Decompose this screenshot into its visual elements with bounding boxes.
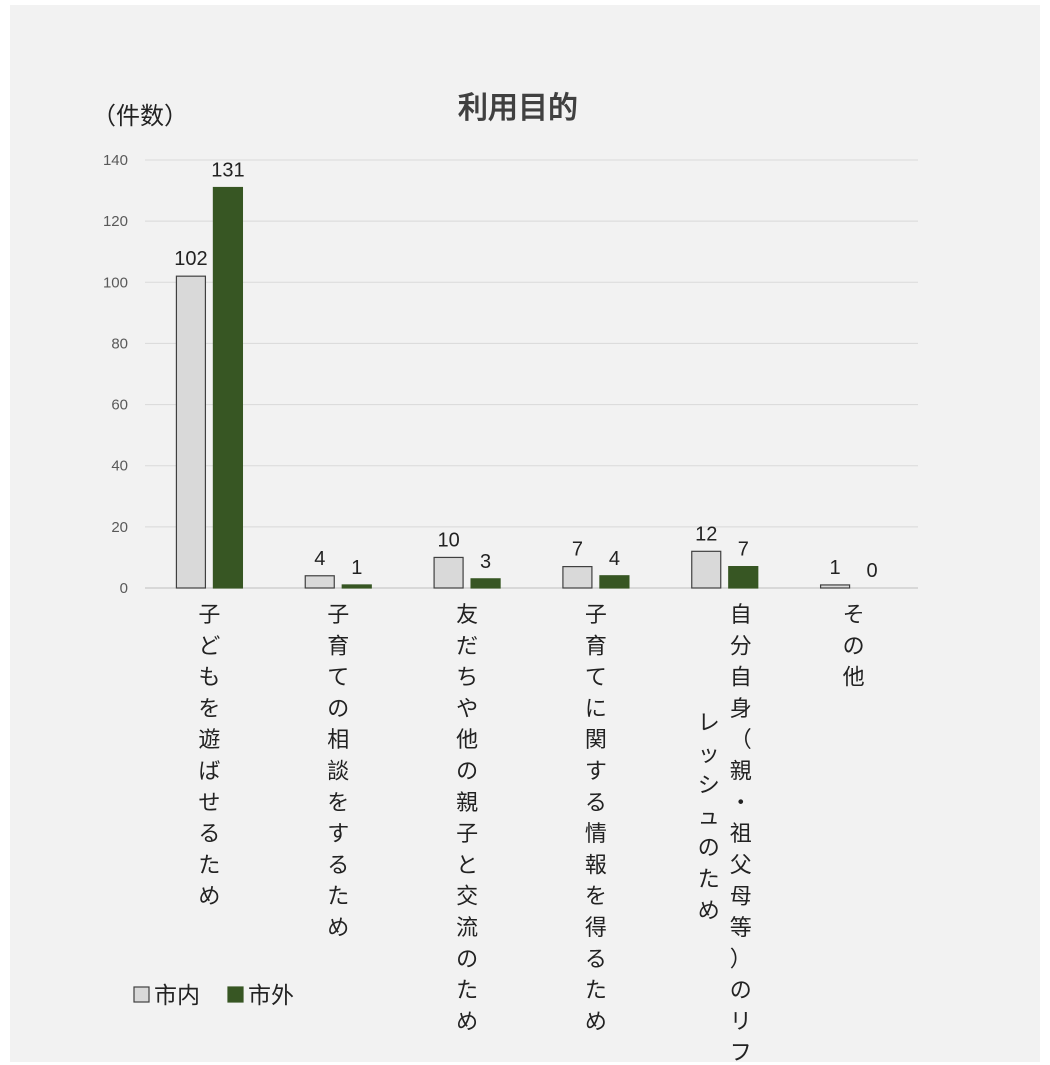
x-axis-category-label: 自分自身（親・祖父母等）のリフ: [730, 603, 752, 1065]
bar: [433, 556, 464, 589]
bar: [599, 575, 630, 589]
data-label: 1: [351, 557, 362, 579]
bar: [212, 186, 244, 589]
data-label: 1: [830, 557, 841, 579]
legend: 市内 市外: [133, 983, 294, 1009]
bar: [341, 584, 372, 589]
x-axis-category-label: その他: [843, 603, 865, 691]
y-tick-label: 40: [111, 458, 128, 475]
data-label: 131: [211, 160, 244, 182]
x-axis-category-label: 子どもを遊ばせるため: [198, 603, 220, 910]
data-label: 3: [480, 551, 491, 573]
x-axis-category-label: 子育ての相談をするため: [327, 603, 349, 941]
data-label: 4: [314, 548, 325, 570]
chart-title: 利用目的: [458, 91, 578, 126]
x-axis-labels: 子どもを遊ばせるため 子育ての相談をするため 友だちや他の親子と交流のため 子育てに関…: [198, 603, 864, 1065]
y-tick-label: 20: [111, 519, 128, 536]
data-label: 0: [867, 560, 878, 582]
gridlines: [145, 159, 918, 589]
y-tick-label: 120: [103, 213, 128, 230]
data-label: 12: [695, 523, 717, 545]
y-tick-label: 80: [111, 335, 128, 352]
y-tick-label: 140: [103, 152, 128, 169]
bar: [304, 575, 335, 589]
y-tick-label: 0: [120, 580, 128, 597]
data-label: 10: [437, 529, 459, 551]
y-tick-label: 100: [103, 274, 128, 291]
bar: [691, 550, 722, 589]
data-label: 7: [572, 539, 583, 561]
data-label: 102: [174, 248, 207, 270]
x-axis-category-label: 子育てに関する情報を得るため: [585, 603, 607, 1035]
y-axis-ticks: 0 20 40 60 80 100 120 140: [103, 152, 128, 597]
x-axis-category-label: レッシュのため: [698, 711, 720, 924]
y-tick-label: 60: [111, 397, 128, 414]
bar: [728, 565, 759, 589]
data-label: 4: [609, 548, 620, 570]
x-axis-category-label: 友だちや他の親子と交流のため: [456, 603, 478, 1035]
y-axis-unit-label: （件数）: [92, 102, 188, 130]
legend-label: 市外: [248, 983, 294, 1009]
bar: [175, 275, 207, 589]
legend-swatch: [227, 986, 244, 1003]
legend-swatch: [133, 986, 150, 1003]
data-label: 7: [738, 539, 749, 561]
bar: [819, 584, 851, 589]
bar: [562, 565, 593, 589]
bar: [470, 578, 501, 589]
bars: [175, 186, 851, 589]
legend-label: 市内: [154, 983, 200, 1009]
